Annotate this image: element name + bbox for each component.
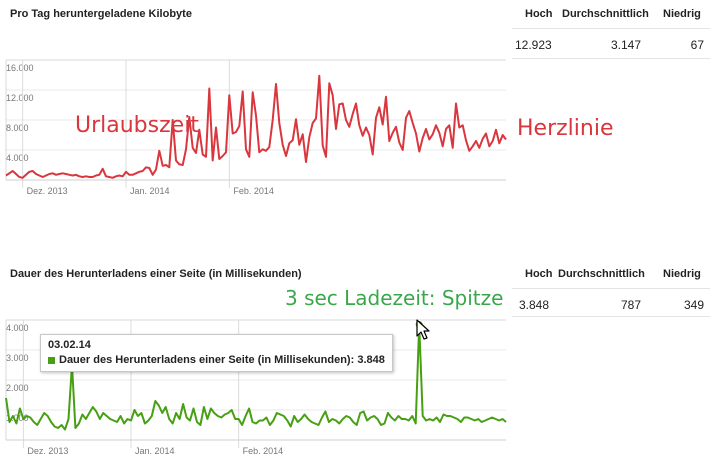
tooltip-separator: : [350, 354, 358, 366]
y-tick-label: 8.000 [6, 123, 29, 133]
y-tick-label: 3.000 [6, 353, 29, 363]
series-swatch-icon [48, 356, 55, 364]
tooltip-value: 3.848 [357, 354, 385, 366]
stat-high-value: 12.923 [515, 38, 552, 52]
stat-avg-value: 787 [620, 298, 641, 312]
tooltip-series-label: Dauer des Herunterladens einer Seite (in… [59, 354, 351, 366]
stats-divider [512, 28, 710, 29]
tooltip-row: Dauer des Herunterladens einer Seite (in… [48, 354, 385, 366]
tooltip-date: 03.02.14 [48, 339, 91, 351]
stat-high-label: Hoch [525, 8, 553, 20]
stats-divider [512, 58, 710, 59]
chart-tooltip: 03.02.14 Dauer des Herunterladens einer … [40, 334, 393, 372]
y-tick-label: 4.000 [6, 153, 29, 163]
stat-low-value: 67 [690, 38, 704, 52]
stat-low-value: 349 [683, 298, 704, 312]
series-line [5, 323, 507, 431]
stats-divider [512, 316, 710, 317]
x-tick-label: Dez. 2013 [27, 446, 68, 456]
x-tick-label: Feb. 2014 [243, 446, 284, 456]
stat-low-label: Niedrig [663, 268, 701, 280]
x-tick-label: Feb. 2014 [233, 186, 274, 196]
stats-divider [512, 288, 710, 289]
stat-avg-label: Durchschnittlich [562, 8, 649, 20]
x-tick-label: Dez. 2013 [27, 186, 68, 196]
annotation-heartline: Herzlinie [517, 116, 614, 141]
stat-avg-label: Durchschnittlich [558, 268, 645, 280]
chart-title: Pro Tag heruntergeladene Kilobyte [10, 8, 192, 20]
mouse-pointer-icon [416, 319, 430, 340]
y-tick-label: 16.000 [6, 63, 34, 73]
annotation-vacation: Urlaubszeit [75, 113, 199, 138]
series-line [5, 74, 507, 179]
load-time-chart-panel: Dauer des Herunterladens einer Seite (in… [0, 260, 720, 466]
stat-avg-value: 3.147 [610, 38, 641, 52]
y-tick-label: 4.000 [6, 323, 29, 333]
y-tick-label: 12.000 [6, 93, 34, 103]
annotation-peak: 3 sec Ladezeit: Spitze [285, 286, 504, 310]
x-tick-label: Jan. 2014 [135, 446, 175, 456]
stat-high-value: 3.848 [519, 298, 550, 312]
kilobyte-line-chart[interactable]: 16.000 12.000 8.000 4.000 Dez. 2013 Jan. 2014… [0, 56, 510, 206]
stat-low-label: Niedrig [663, 8, 701, 20]
y-tick-label: 2.000 [6, 383, 29, 393]
kilobyte-chart-panel: Pro Tag heruntergeladene Kilobyte Hoch D… [0, 8, 710, 206]
stat-high-label: Hoch [525, 268, 553, 280]
chart-title: Dauer des Herunterladens einer Seite (in… [10, 268, 302, 280]
x-tick-label: Jan. 2014 [130, 186, 170, 196]
